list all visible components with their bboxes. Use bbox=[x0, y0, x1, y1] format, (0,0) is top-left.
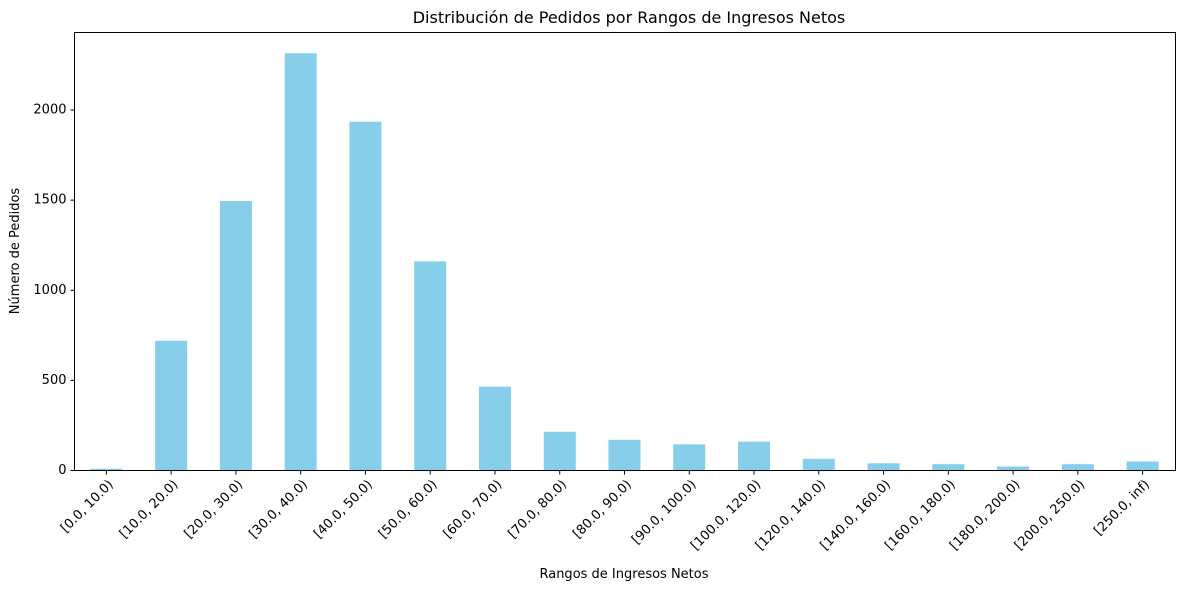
x-tick-label: [0.0, 10.0) bbox=[58, 477, 117, 536]
x-tick-label: [30.0, 40.0) bbox=[246, 477, 311, 542]
x-tick-label: [250.0, inf) bbox=[1091, 477, 1153, 539]
plot-frame bbox=[74, 32, 1176, 471]
y-tick-label: 1000 bbox=[33, 283, 66, 298]
x-tick-label: [10.0, 20.0) bbox=[117, 477, 182, 542]
bar bbox=[155, 340, 188, 471]
bar bbox=[1061, 464, 1094, 471]
bar bbox=[219, 201, 252, 471]
y-tick-label: 1500 bbox=[33, 193, 66, 208]
bar bbox=[867, 463, 900, 471]
bar bbox=[284, 53, 317, 471]
y-axis-label: Número de Pedidos bbox=[8, 188, 23, 315]
bar bbox=[543, 431, 576, 471]
x-tick-label: [200.0, 250.0) bbox=[1012, 477, 1088, 553]
chart-title: Distribución de Pedidos por Rangos de In… bbox=[413, 8, 846, 27]
x-tick-label: [20.0, 30.0) bbox=[182, 477, 247, 542]
bar bbox=[414, 261, 447, 471]
bar bbox=[608, 439, 641, 471]
bar bbox=[802, 458, 835, 471]
bars-group bbox=[90, 53, 1159, 471]
x-tick-label: [60.0, 70.0) bbox=[441, 477, 506, 542]
x-axis-label: Rangos de Ingresos Netos bbox=[539, 567, 708, 582]
x-axis: [0.0, 10.0) [10.0, 20.0) [20.0, 30.0) [30.0… bbox=[58, 470, 1153, 553]
y-tick-label: 500 bbox=[42, 373, 67, 388]
bar bbox=[90, 468, 123, 471]
bar bbox=[997, 466, 1030, 471]
y-tick-label: 2000 bbox=[33, 103, 66, 118]
bar bbox=[673, 444, 706, 471]
x-tick-label: [50.0, 60.0) bbox=[376, 477, 441, 542]
bar bbox=[478, 386, 511, 471]
x-tick-label: [40.0, 50.0) bbox=[311, 477, 376, 542]
bar bbox=[738, 441, 771, 471]
y-axis: 0 500 1000 1500 2000 bbox=[33, 103, 75, 478]
x-tick-label: [80.0, 90.0) bbox=[570, 477, 635, 542]
bar bbox=[932, 464, 965, 471]
bar bbox=[349, 121, 382, 471]
bar bbox=[1126, 461, 1159, 471]
x-tick-label: [70.0, 80.0) bbox=[505, 477, 570, 542]
x-tick-label: [90.0, 100.0) bbox=[629, 477, 699, 547]
y-tick-label: 0 bbox=[58, 463, 66, 478]
